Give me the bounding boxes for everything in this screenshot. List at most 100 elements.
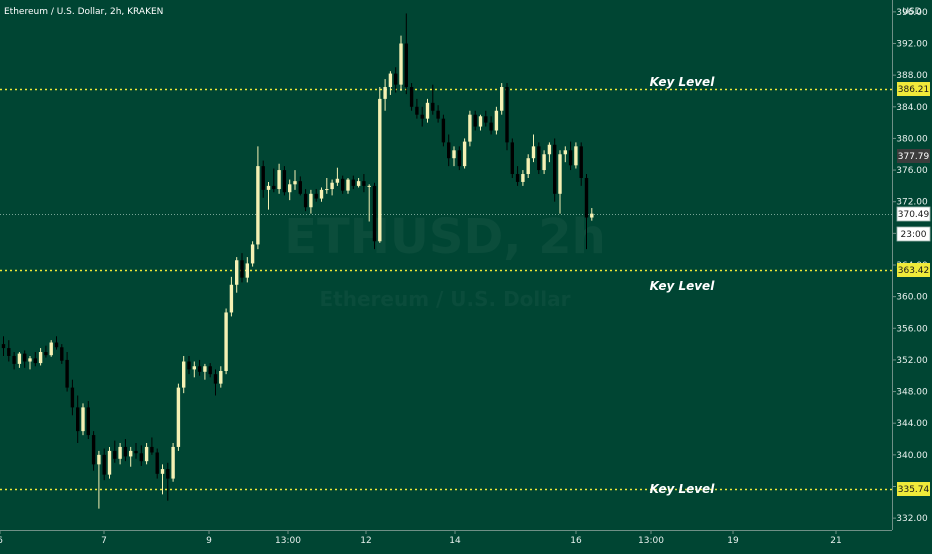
- price-tick-label: 360.00: [896, 293, 928, 303]
- candle-body: [468, 114, 472, 142]
- time-tick-label: 13:00: [275, 536, 301, 546]
- candle-body: [505, 87, 509, 143]
- candle-body: [176, 387, 181, 447]
- candle: [288, 179, 292, 201]
- price-tag: 370.49: [896, 206, 931, 222]
- candle: [388, 71, 393, 95]
- price-tick-label: 376.00: [896, 166, 928, 176]
- candle-body: [70, 387, 75, 408]
- candle: [187, 355, 191, 375]
- candle-body: [452, 150, 456, 159]
- candle: [197, 359, 202, 376]
- candle: [224, 308, 228, 375]
- key-level-label: Key Level: [650, 279, 716, 293]
- candle-body: [447, 142, 451, 159]
- candle: [171, 442, 175, 482]
- candle: [139, 445, 143, 466]
- watermark-subtitle: Ethereum / U.S. Dollar: [320, 287, 571, 311]
- candle-body: [235, 260, 239, 285]
- candle: [33, 352, 37, 367]
- candle-body: [590, 213, 594, 218]
- price-tag: 23:00: [896, 226, 931, 242]
- price-tick-label: 396.00: [896, 8, 928, 18]
- candle-body: [182, 361, 186, 388]
- candle-body: [367, 185, 371, 187]
- candle: [441, 114, 446, 147]
- candle-body: [65, 359, 69, 388]
- price-tag-box: [896, 206, 931, 222]
- candle-body: [293, 181, 297, 185]
- candle: [356, 177, 361, 188]
- candle-body: [341, 178, 345, 191]
- candle-body: [351, 179, 355, 186]
- price-tag-box: [897, 82, 930, 96]
- candle: [531, 134, 536, 163]
- candle: [574, 142, 578, 169]
- candle-body: [192, 366, 196, 370]
- candle: [250, 241, 255, 267]
- candle-body: [288, 184, 292, 193]
- candle: [235, 257, 239, 293]
- candle-body: [144, 446, 149, 462]
- candle-body: [515, 174, 520, 182]
- candle: [118, 442, 122, 465]
- candle: [192, 361, 196, 378]
- candle-body: [558, 154, 562, 194]
- watermark: ETHUSD, 2h: [284, 209, 606, 265]
- candle-body: [473, 114, 477, 127]
- candle: [213, 369, 218, 396]
- candle: [558, 150, 562, 214]
- candle-body: [76, 407, 80, 432]
- candle-body: [441, 118, 446, 143]
- candle: [457, 146, 461, 171]
- key-level-label: Key Level: [650, 482, 716, 496]
- candle: [510, 138, 514, 178]
- candle-body: [250, 244, 255, 264]
- candle-body: [150, 446, 154, 453]
- candle-body: [256, 166, 260, 245]
- candle: [123, 439, 128, 462]
- candle: [150, 437, 154, 455]
- price-tick-label: 340.00: [896, 451, 928, 461]
- candle: [60, 344, 64, 364]
- candle-body: [113, 450, 117, 459]
- candle: [176, 383, 181, 451]
- candle: [303, 189, 308, 212]
- candle-body: [187, 361, 191, 370]
- price-tag-text: 363.42: [898, 266, 930, 276]
- candle: [44, 345, 48, 358]
- candle-body: [102, 454, 106, 475]
- candle-body: [60, 347, 64, 361]
- price-tick-label: 380.00: [896, 134, 928, 144]
- chart-title: Ethereum / U.S. Dollar, 2h, KRAKEN: [4, 7, 163, 17]
- candle: [478, 114, 483, 131]
- candle: [420, 106, 424, 127]
- candles-layer: [1, 13, 594, 509]
- candle-body: [129, 450, 133, 457]
- time-tick-label: 16: [570, 536, 582, 546]
- candle: [590, 208, 594, 221]
- candle-body: [81, 407, 85, 432]
- time-tick-label: 14: [449, 536, 461, 546]
- candle-body: [372, 185, 377, 242]
- candle-body: [272, 185, 276, 190]
- candle-body: [484, 116, 488, 123]
- candle: [526, 154, 530, 178]
- candle-body: [38, 352, 43, 364]
- candle-body: [303, 193, 308, 208]
- candle: [362, 174, 366, 193]
- candle: [409, 83, 414, 111]
- price-tag-text: 23:00: [901, 230, 927, 240]
- candle-body: [457, 150, 461, 167]
- candle: [394, 67, 398, 93]
- candle-body: [309, 193, 313, 208]
- time-axis[interactable]: 6 7 9 13:00 12 14 16 13:00 19 21: [0, 530, 842, 546]
- time-tick-label: 12: [360, 536, 371, 546]
- price-tag: 386.21: [897, 82, 930, 96]
- candle-body: [346, 179, 350, 191]
- candle: [537, 142, 541, 175]
- candle-body: [107, 450, 112, 475]
- candle: [542, 150, 546, 175]
- candle: [49, 340, 53, 357]
